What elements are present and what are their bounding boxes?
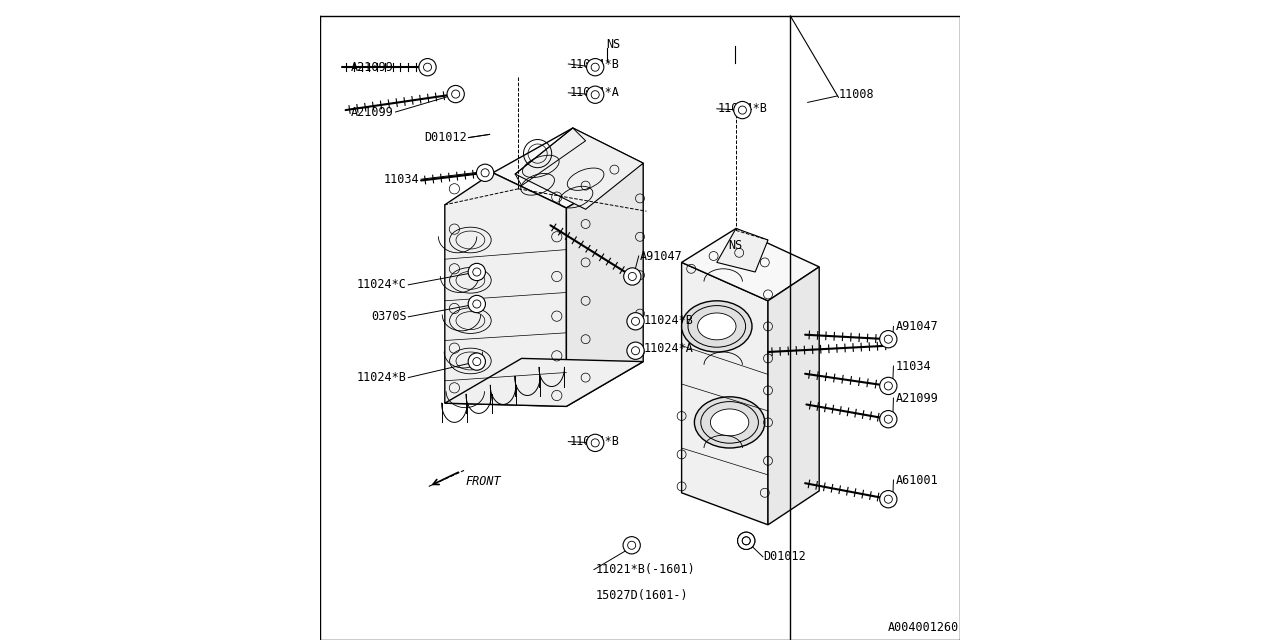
Text: 11024*B: 11024*B <box>644 314 692 326</box>
Text: FRONT: FRONT <box>466 475 502 488</box>
Circle shape <box>879 491 897 508</box>
Circle shape <box>586 59 604 76</box>
Ellipse shape <box>710 409 749 436</box>
Text: 11008: 11008 <box>838 88 874 100</box>
Text: A21099: A21099 <box>896 392 938 404</box>
Circle shape <box>447 86 465 103</box>
Circle shape <box>623 268 641 285</box>
Text: 11034: 11034 <box>384 173 420 186</box>
Polygon shape <box>445 173 566 406</box>
Ellipse shape <box>681 301 753 352</box>
Text: NS: NS <box>728 239 742 252</box>
Text: 0370S: 0370S <box>371 310 407 323</box>
Polygon shape <box>717 228 768 272</box>
Circle shape <box>419 59 436 76</box>
Text: 11024*C: 11024*C <box>357 278 407 291</box>
Circle shape <box>623 536 640 554</box>
Text: 15027D(1601-): 15027D(1601-) <box>595 589 687 602</box>
Circle shape <box>627 342 644 360</box>
Circle shape <box>586 86 604 104</box>
Circle shape <box>468 353 485 370</box>
Text: A21099: A21099 <box>351 106 394 118</box>
Ellipse shape <box>694 397 765 448</box>
Text: 11024*A: 11024*A <box>570 86 620 99</box>
Text: A004001260: A004001260 <box>887 621 959 634</box>
Text: D01012: D01012 <box>425 131 467 144</box>
Polygon shape <box>681 228 819 301</box>
Circle shape <box>879 331 897 348</box>
Polygon shape <box>768 267 819 525</box>
Text: 11024*B: 11024*B <box>570 58 620 70</box>
Circle shape <box>476 164 494 182</box>
Text: 11024*A: 11024*A <box>644 342 692 355</box>
Text: 11024*B: 11024*B <box>357 371 407 384</box>
Text: 11024*B: 11024*B <box>718 102 768 115</box>
Polygon shape <box>681 262 768 525</box>
Text: D01012: D01012 <box>763 550 805 563</box>
Circle shape <box>468 264 485 281</box>
Polygon shape <box>566 163 644 406</box>
Polygon shape <box>445 358 644 406</box>
Circle shape <box>733 102 751 119</box>
Text: A21099: A21099 <box>351 61 394 74</box>
Circle shape <box>879 378 897 394</box>
Text: A91047: A91047 <box>640 250 682 262</box>
Circle shape <box>586 435 604 452</box>
Circle shape <box>468 296 485 313</box>
Circle shape <box>737 532 755 549</box>
Ellipse shape <box>698 313 736 340</box>
Polygon shape <box>516 128 644 209</box>
Text: 11021*B(-1601): 11021*B(-1601) <box>595 563 695 576</box>
Text: NS: NS <box>607 38 621 51</box>
Text: A61001: A61001 <box>896 474 938 486</box>
Text: 11034: 11034 <box>896 360 932 372</box>
Circle shape <box>627 313 644 330</box>
Circle shape <box>879 411 897 428</box>
Polygon shape <box>493 128 644 208</box>
Circle shape <box>737 532 755 549</box>
Text: A91047: A91047 <box>896 320 938 333</box>
Text: 11024*B: 11024*B <box>570 435 620 448</box>
